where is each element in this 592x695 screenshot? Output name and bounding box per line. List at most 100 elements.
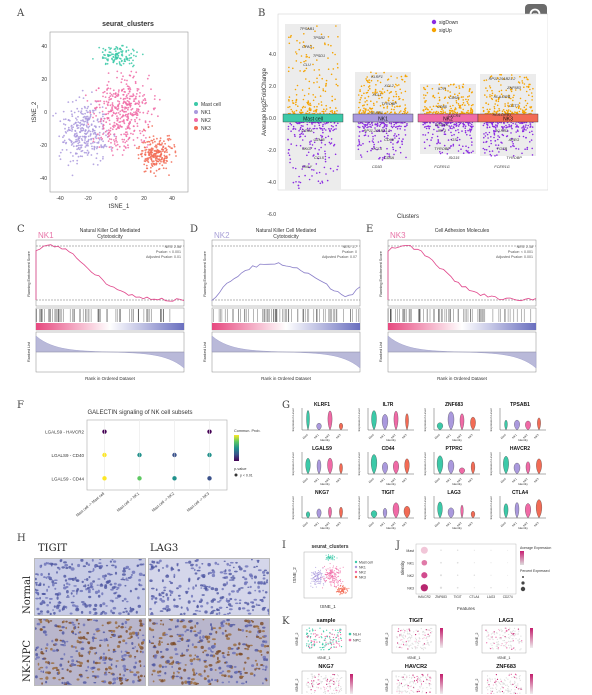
ihc-cell — [80, 559, 84, 562]
sig-up-point — [429, 106, 431, 108]
ihc-cell — [243, 569, 247, 573]
ihc-cell — [97, 594, 101, 598]
cluster-column: NK1KLRF1XCL2XCL1TYROBPKLRB1RP11-291B21.2… — [352, 71, 414, 169]
tsne-point — [111, 107, 113, 110]
ihc-cell — [133, 673, 137, 677]
ihc-cell — [61, 566, 65, 569]
tsne-point — [326, 572, 328, 573]
tsne-point — [162, 167, 165, 170]
sig-down-point — [399, 146, 401, 149]
sig-down-point — [368, 140, 371, 143]
feature-point — [326, 629, 328, 631]
sig-up-point — [437, 102, 439, 105]
feature-point — [417, 642, 419, 644]
tsne-point — [331, 575, 333, 577]
ihc-cell — [262, 665, 265, 667]
tsne-point — [152, 107, 155, 110]
ihc-cell — [111, 586, 116, 589]
tsne-point — [95, 137, 98, 140]
sig-up-point — [303, 60, 305, 63]
ihc-cell — [224, 661, 227, 664]
tsne-point — [332, 554, 334, 556]
tsne-point — [330, 558, 332, 560]
ihc-cell — [120, 578, 124, 581]
sig-up-point — [305, 60, 307, 62]
sig-up-point — [288, 96, 291, 98]
sig-up-point — [294, 88, 297, 91]
ihc-cell — [130, 635, 133, 638]
tsne-point — [116, 62, 118, 65]
tsne-point — [79, 147, 82, 149]
tsne-point — [116, 70, 119, 73]
tsne-point — [142, 95, 144, 97]
sig-down-point — [321, 181, 324, 184]
sig-down-point — [527, 124, 529, 127]
tsne-point — [155, 150, 158, 152]
tsne-point — [326, 575, 328, 577]
sig-down-point — [362, 142, 364, 145]
sig-down-point — [320, 146, 322, 149]
ihc-cell — [194, 633, 198, 637]
ihc-cell — [124, 620, 128, 625]
sig-up-point — [308, 80, 311, 83]
tsne-point — [336, 579, 338, 581]
tsne-point — [321, 576, 323, 578]
ihc-cell — [60, 644, 64, 646]
sig-down-point — [382, 157, 384, 159]
tsne-point — [107, 110, 110, 113]
cluster-column: NK2IL7RCD5ACD85CXCR4MSGDLIRF1GSTYROBPISG… — [417, 83, 479, 169]
sig-down-point — [328, 128, 330, 130]
ihc-cell — [52, 649, 56, 652]
sig-down-point — [321, 129, 324, 131]
tsne-point — [113, 135, 116, 137]
ihc-cell — [195, 683, 198, 685]
sig-down-point — [330, 138, 333, 140]
tsne-point — [114, 92, 117, 95]
sig-up-point — [394, 101, 397, 104]
feature-point — [313, 644, 316, 646]
ihc-cell — [176, 563, 179, 567]
sig-down-point — [298, 175, 300, 178]
f-row-label: LGALS9 - HAVCR2 — [45, 430, 84, 435]
sig-down-point — [458, 144, 461, 146]
sig-up-point — [503, 78, 505, 80]
tsne-point — [78, 96, 81, 99]
sig-up-point — [458, 104, 460, 107]
sig-down-point — [526, 127, 529, 129]
tsne-point — [142, 134, 145, 137]
sig-down-point — [467, 150, 469, 152]
sig-down-point — [494, 124, 497, 126]
sig-up-point — [484, 94, 486, 96]
tsne-point — [326, 569, 327, 571]
tsne-point — [122, 98, 125, 101]
tsne-point — [120, 116, 123, 118]
sig-down-point — [371, 122, 373, 124]
ihc-cell — [249, 644, 253, 647]
feature-point — [339, 631, 341, 634]
sig-up-point — [521, 82, 524, 84]
ihc-cell — [41, 600, 45, 603]
tsne-point — [329, 556, 331, 558]
tsne-point — [335, 567, 337, 569]
sig-up-point — [391, 102, 393, 105]
sig-up-point — [449, 105, 452, 108]
sig-down-point — [443, 133, 446, 135]
j-dot — [490, 562, 492, 564]
tsne-point — [126, 57, 129, 60]
ihc-cell — [204, 610, 208, 614]
ihc-cell — [133, 665, 137, 669]
ihc-normal-lag3 — [148, 558, 270, 616]
tsne-point — [100, 136, 103, 139]
ihc-cell — [128, 632, 133, 636]
ihc-cell — [223, 572, 228, 575]
tsne-point — [120, 133, 123, 136]
sig-up-point — [313, 69, 316, 71]
feature-point — [422, 649, 424, 651]
tsne-point — [77, 115, 79, 118]
sig-up-point — [307, 102, 309, 105]
sig-down-point — [463, 124, 466, 126]
ihc-cell — [150, 612, 154, 615]
feature-point — [334, 629, 337, 631]
feature-point — [323, 639, 325, 641]
ihc-cell — [121, 682, 124, 685]
